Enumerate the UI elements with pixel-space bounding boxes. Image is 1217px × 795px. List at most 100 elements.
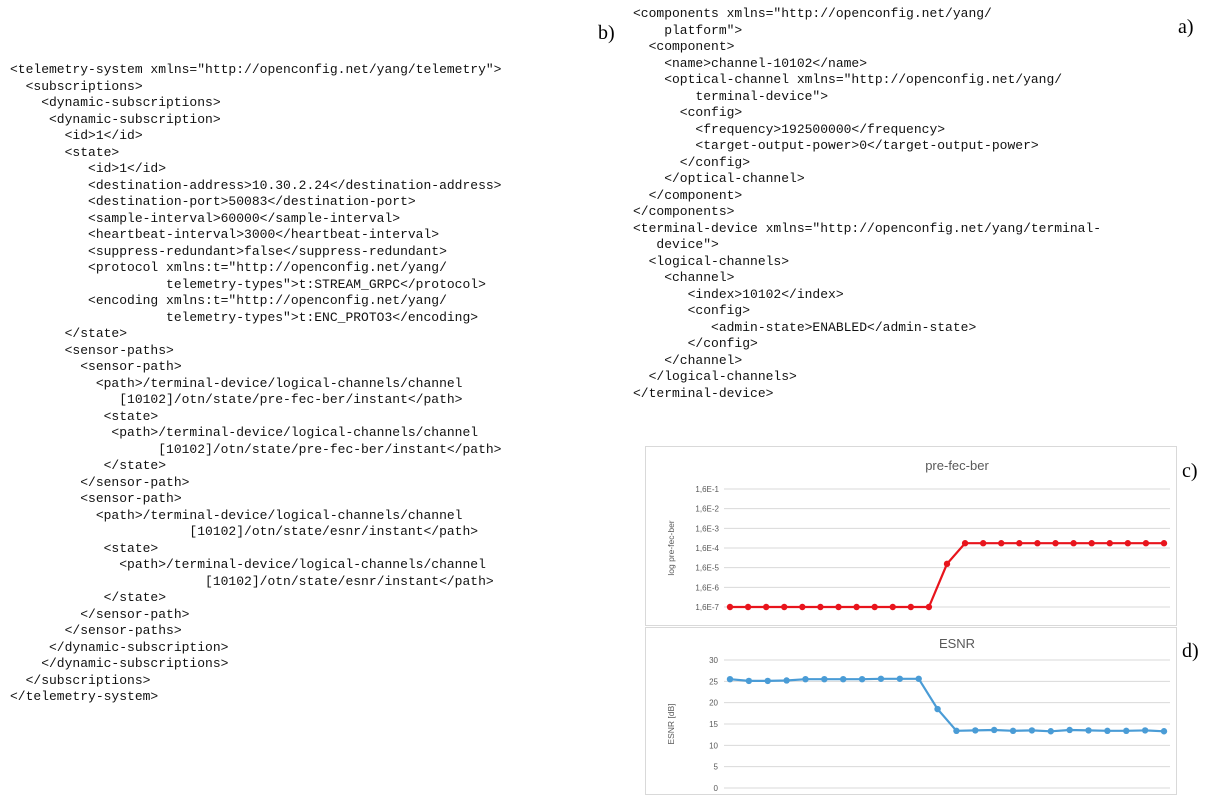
- code-line: <heartbeat-interval>3000</heartbeat-inte…: [10, 227, 440, 242]
- y-tick-label: 30: [709, 656, 718, 665]
- code-line: </optical-channel>: [633, 171, 805, 186]
- code-line: terminal-device">: [633, 88, 829, 104]
- y-tick-label: 20: [709, 699, 718, 708]
- code-line: <dynamic-subscriptions>: [10, 95, 221, 110]
- code-line: <frequency>192500000</frequency>: [633, 121, 946, 137]
- code-line: <path>/terminal-device/logical-channels/…: [10, 425, 479, 440]
- data-point: [840, 676, 847, 683]
- code-line: <state>: [10, 408, 159, 424]
- esnr-plot: ESNR 0 5 10 15 20 25 30 ESNR [dB]: [666, 636, 1170, 793]
- data-point: [925, 603, 933, 611]
- y-tick-label: 15: [709, 720, 718, 729]
- data-point: [1160, 728, 1168, 735]
- data-point: [745, 677, 753, 685]
- code-line: </state>: [10, 458, 167, 473]
- data-point: [1123, 727, 1130, 735]
- code-line: <channel>: [633, 270, 735, 285]
- series-line: [729, 677, 1165, 733]
- code-line: <sensor-paths>: [10, 342, 174, 358]
- data-point: [762, 603, 770, 611]
- data-point: [726, 676, 734, 683]
- data-point: [979, 540, 987, 547]
- y-tick-label: 1,6E-7: [695, 603, 719, 612]
- panel-label-c: c): [1182, 460, 1198, 482]
- code-line: <telemetry-system xmlns="http://openconf…: [10, 62, 502, 77]
- code-line: </component>: [633, 187, 743, 203]
- data-point: [835, 603, 842, 611]
- code-line: <optical-channel xmlns="http://openconfi…: [633, 72, 1063, 87]
- data-point: [817, 603, 824, 611]
- data-point: [1088, 540, 1095, 547]
- code-line: telemetry-types">t:ENC_PROTO3</encoding>: [10, 309, 479, 325]
- code-line: </sensor-path>: [10, 606, 190, 622]
- data-point: [877, 675, 885, 682]
- data-point: [972, 727, 979, 734]
- code-line: [10102]/otn/state/pre-fec-ber/instant</p…: [10, 441, 502, 457]
- data-point: [802, 676, 809, 683]
- data-point: [1085, 727, 1092, 734]
- data-point: [783, 677, 790, 684]
- code-line: <name>channel-10102</name>: [633, 55, 868, 71]
- y-tick-label: 0: [714, 784, 719, 793]
- code-line: <sensor-path>: [10, 491, 182, 506]
- data-point: [934, 705, 941, 713]
- data-point: [1066, 726, 1073, 734]
- code-line: <config>: [633, 105, 743, 120]
- data-point: [1052, 540, 1059, 547]
- data-point: [744, 603, 752, 611]
- code-line: device">: [633, 237, 719, 252]
- code-line: <sample-interval>60000</sample-interval>: [10, 210, 401, 226]
- y-tick-label: 5: [714, 763, 719, 772]
- panel-label-d: d): [1182, 640, 1199, 662]
- code-line: <suppress-redundant>false</suppress-redu…: [10, 243, 447, 259]
- code-line: <protocol xmlns:t="http://openconfig.net…: [10, 260, 447, 275]
- y-tick-label: 25: [709, 677, 718, 686]
- code-line: <id>1</id>: [10, 128, 143, 143]
- code-line: <subscriptions>: [10, 78, 143, 94]
- y-axis-label: ESNR [dB]: [666, 703, 676, 744]
- code-line: <config>: [633, 303, 751, 318]
- data-point: [1047, 728, 1054, 735]
- code-line: <state>: [10, 144, 120, 160]
- code-line: <logical-channels>: [633, 253, 790, 269]
- code-line: </logical-channels>: [633, 369, 797, 384]
- chart-title: ESNR: [939, 636, 975, 651]
- data-point: [915, 675, 922, 682]
- code-line: </channel>: [633, 352, 743, 368]
- y-tick-label: 1,6E-5: [695, 564, 719, 573]
- code-line: </subscriptions>: [10, 672, 151, 688]
- data-point: [1142, 540, 1150, 547]
- data-point: [1141, 727, 1149, 734]
- data-point: [961, 540, 969, 547]
- data-point: [726, 603, 734, 611]
- y-tick-label: 1,6E-3: [695, 524, 719, 533]
- telemetry-subscription-xml: <telemetry-system xmlns="http://openconf…: [10, 62, 501, 706]
- data-point: [896, 675, 904, 682]
- code-line: </sensor-paths>: [10, 623, 182, 638]
- code-line: <encoding xmlns:t="http://openconfig.net…: [10, 293, 447, 308]
- esnr-chart: ESNR 0 5 10 15 20 25 30 ESNR [dB]: [645, 627, 1177, 795]
- data-point: [1104, 727, 1111, 735]
- series-line: [730, 542, 1164, 609]
- code-line: </terminal-device>: [633, 385, 774, 401]
- code-line: </config>: [633, 154, 751, 170]
- data-point: [1016, 540, 1023, 547]
- code-line: </components>: [633, 204, 735, 219]
- code-line: </telemetry-system>: [10, 689, 159, 704]
- y-tick-label: 1,6E-1: [695, 485, 719, 494]
- code-line: </state>: [10, 590, 167, 605]
- code-line: [10102]/otn/state/esnr/instant</path>: [10, 524, 479, 539]
- data-point: [998, 540, 1005, 547]
- terminal-device-config-xml: <components xmlns="http://openconfig.net…: [633, 6, 1101, 402]
- data-point: [889, 603, 896, 611]
- data-point: [907, 603, 915, 611]
- code-line: </state>: [10, 326, 128, 341]
- data-point: [781, 603, 788, 611]
- code-line: platform">: [633, 22, 743, 38]
- data-point: [943, 560, 951, 568]
- data-point: [1124, 540, 1132, 547]
- y-axis-label: log pre-fec-ber: [666, 520, 676, 575]
- code-line: <path>/terminal-device/logical-channels/…: [10, 557, 486, 572]
- code-line: <target-output-power>0</target-output-po…: [633, 138, 1039, 153]
- y-tick-label: 1,6E-6: [695, 583, 719, 592]
